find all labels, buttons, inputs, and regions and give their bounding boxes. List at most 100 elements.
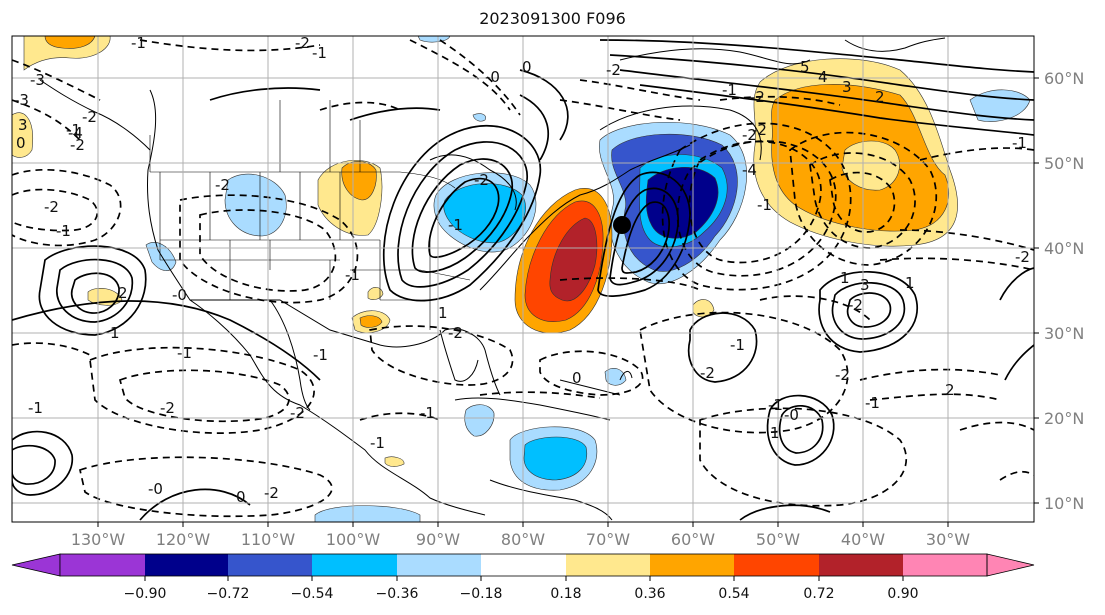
- contour-label: -2: [82, 108, 97, 126]
- lon-label: 50°W: [756, 530, 800, 549]
- contour-label: 2: [945, 381, 955, 399]
- contour-label: 0: [522, 58, 532, 76]
- contour-label: -3: [30, 71, 45, 89]
- latitude-ticks: [1034, 77, 1039, 504]
- lon-label: 80°W: [501, 530, 545, 549]
- lon-label: 70°W: [586, 530, 630, 549]
- colorbar-tick-label: −0.90: [124, 586, 167, 602]
- contour-label: -0: [784, 406, 799, 424]
- colorbar-tick-label: 0.54: [718, 586, 749, 602]
- contour-label: -1: [131, 34, 146, 52]
- contour-label: 3: [842, 78, 852, 96]
- contour-label: 5: [800, 58, 810, 76]
- contour-label: -1: [313, 346, 328, 364]
- contour-label: -1: [448, 216, 463, 234]
- longitude-labels: 130°W 120°W 110°W 100°W 90°W 80°W 70°W 6…: [71, 530, 970, 549]
- positive-contours: [12, 39, 1034, 521]
- negative-contours: [12, 39, 1034, 518]
- contour-label: -2: [44, 198, 59, 216]
- colorbar-tick-label: −0.72: [207, 586, 250, 602]
- contour-label: -1: [56, 222, 71, 240]
- contour-label: -0: [148, 480, 163, 498]
- contour-label: -1: [768, 396, 783, 414]
- contour-label: -4: [742, 161, 757, 179]
- lat-label: 30°N: [1044, 324, 1084, 343]
- colorbar-segment: [734, 554, 819, 576]
- map-panel: -1 -2 -1 -3 -2 -1 -2 -3 3 -4 0 -2 -1 -0 …: [12, 34, 1034, 522]
- contour-label: 2: [875, 88, 885, 106]
- contour-label: -2: [215, 176, 230, 194]
- contour-label: -1: [1012, 134, 1027, 152]
- contour-label: -2: [160, 399, 175, 417]
- colorbar-segment: [481, 554, 566, 576]
- colorbar-segment: [312, 554, 397, 576]
- longitude-ticks: [97, 522, 949, 527]
- colorbar-tick-label: −0.54: [291, 586, 334, 602]
- colorbar-tick-label: 0.90: [887, 586, 918, 602]
- map-title: 2023091300 F096: [479, 9, 626, 28]
- contour-label: 4: [818, 68, 828, 86]
- contour-label: -2: [70, 136, 85, 154]
- lon-label: 120°W: [156, 530, 211, 549]
- contour-label: -2: [1015, 248, 1030, 266]
- colorbar-segment: [819, 554, 903, 576]
- storm-center-marker: [613, 216, 631, 234]
- latitude-labels: 60°N 50°N 40°N 30°N 20°N 10°N: [1044, 69, 1084, 513]
- contour-label: 1: [840, 269, 850, 287]
- contour-label: -1: [370, 434, 385, 452]
- colorbar: −0.90 −0.72 −0.54 −0.36 −0.18 0.18 0.36 …: [11, 553, 1035, 602]
- lon-label: 100°W: [326, 530, 381, 549]
- lon-label: 110°W: [241, 530, 296, 549]
- contour-label: -1: [177, 344, 192, 362]
- colorbar-over-arrow: [986, 553, 1035, 577]
- colorbar-segment: [903, 554, 987, 576]
- lat-label: 10°N: [1044, 494, 1084, 513]
- lat-label: 50°N: [1044, 154, 1084, 173]
- contour-label: -1: [312, 44, 327, 62]
- contour-label: -2: [752, 121, 767, 139]
- contour-label: -1: [757, 196, 772, 214]
- contour-label: -2: [295, 34, 310, 52]
- contour-label: -1: [730, 336, 745, 354]
- colorbar-tick-label: −0.18: [460, 586, 503, 602]
- lon-label: 60°W: [671, 530, 715, 549]
- colorbar-frame: [59, 553, 988, 577]
- contour-label: 3: [860, 276, 870, 294]
- contour-label: -1: [865, 394, 880, 412]
- colorbar-segment: [650, 554, 734, 576]
- colorbar-tick-label: 0.72: [803, 586, 834, 602]
- contour-label: -2: [742, 126, 757, 144]
- contour-labels: -1 -2 -1 -3 -2 -1 -2 -3 3 -4 0 -2 -1 -0 …: [14, 34, 1030, 506]
- contour-label: -2: [290, 404, 305, 422]
- contour-label: -2: [848, 296, 863, 314]
- contour-label: -1: [345, 266, 360, 284]
- colorbar-tick-label: 0.18: [550, 586, 581, 602]
- contour-label: -1: [420, 404, 435, 422]
- colorbar-tick-label: −0.36: [376, 586, 419, 602]
- contour-label: -2: [474, 171, 489, 189]
- lon-label: 90°W: [416, 530, 460, 549]
- contour-label: -2: [606, 61, 621, 79]
- contour-label: -2: [264, 484, 279, 502]
- contour-label: -2: [700, 364, 715, 382]
- contour-label: 3: [18, 116, 28, 134]
- contour-label: -2: [750, 88, 765, 106]
- contour-label: -0: [485, 68, 500, 86]
- colorbar-segment: [566, 554, 650, 576]
- colorbar-segment: [60, 554, 145, 576]
- lon-label: 30°W: [926, 530, 970, 549]
- contour-label: -1: [28, 399, 43, 417]
- contour-label: 0: [572, 369, 582, 387]
- colorbar-tick-label: 0.36: [634, 586, 665, 602]
- contour-label: 0: [16, 134, 26, 152]
- contour-label: -1: [722, 81, 737, 99]
- contour-label: -1: [66, 121, 81, 139]
- contour-label: 1: [110, 324, 120, 342]
- lon-label: 130°W: [71, 530, 126, 549]
- contour-label: 1: [770, 424, 780, 442]
- contour-label: -3: [14, 91, 29, 109]
- lon-label: 40°W: [841, 530, 885, 549]
- contour-label: 1: [905, 274, 915, 292]
- graticule: [12, 36, 1034, 522]
